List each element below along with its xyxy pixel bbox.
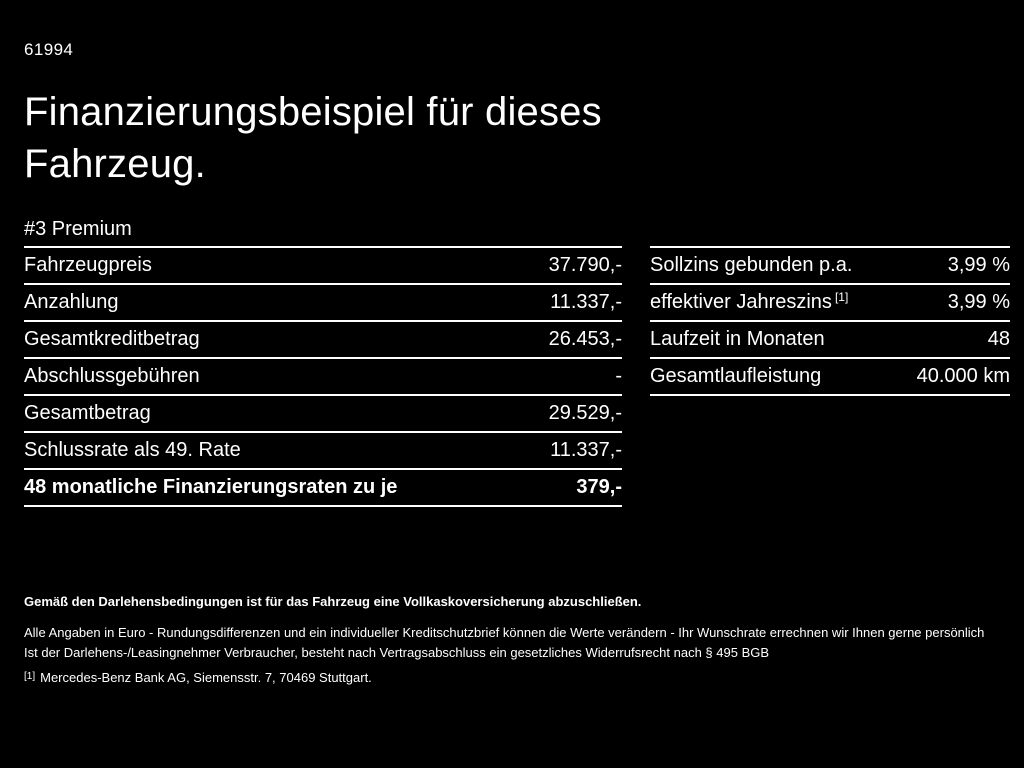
row-value: 3,99 % xyxy=(947,291,1010,313)
finance-table-right: Sollzins gebunden p.a. 3,99 % effektiver… xyxy=(650,246,1010,396)
row-value: 11.337,- xyxy=(550,291,622,313)
model-name: #3 Premium xyxy=(24,218,132,240)
table-row-sollzins: Sollzins gebunden p.a. 3,99 % xyxy=(650,248,1010,285)
finance-table-left: Fahrzeugpreis 37.790,- Anzahlung 11.337,… xyxy=(24,246,622,507)
page-title-line2: Fahrzeug. xyxy=(24,142,206,186)
row-label: Gesamtbetrag xyxy=(24,402,151,424)
withdrawal-right-note: Ist der Darlehens-/Leasingnehmer Verbrau… xyxy=(24,645,770,660)
table-row-gesamtbetrag: Gesamtbetrag 29.529,- xyxy=(24,396,622,433)
table-row-gesamtkreditbetrag: Gesamtkreditbetrag 26.453,- xyxy=(24,322,622,359)
row-value: 26.453,- xyxy=(548,328,622,350)
row-value: 48 xyxy=(987,328,1010,350)
table-row-effektiver-jahreszins: effektiver Jahreszins [1] 3,99 % xyxy=(650,285,1010,322)
table-row-monatsrate: 48 monatliche Finanzierungsraten zu je 3… xyxy=(24,470,622,507)
table-row-schlussrate: Schlussrate als 49. Rate 11.337,- xyxy=(24,433,622,470)
insurance-note: Gemäß den Darlehensbedingungen ist für d… xyxy=(24,594,642,609)
document-id: 61994 xyxy=(24,40,74,59)
footnote-marker: [1] xyxy=(24,671,36,682)
row-label: Fahrzeugpreis xyxy=(24,254,152,276)
euro-rounding-note: Alle Angaben in Euro - Rundungsdifferenz… xyxy=(24,625,985,640)
row-label: Abschlussgebühren xyxy=(24,365,200,387)
footnote-text: Mercedes-Benz Bank AG, Siemensstr. 7, 70… xyxy=(40,670,372,685)
table-row-anzahlung: Anzahlung 11.337,- xyxy=(24,285,622,322)
row-label: Laufzeit in Monaten xyxy=(650,328,825,350)
page-title: Finanzierungsbeispiel für dieses Fahrzeug… xyxy=(24,86,1010,190)
finance-tables: Fahrzeugpreis 37.790,- Anzahlung 11.337,… xyxy=(24,246,1010,507)
legal-footer: Gemäß den Darlehensbedingungen ist für d… xyxy=(24,592,1014,688)
table-row-laufzeit: Laufzeit in Monaten 48 xyxy=(650,322,1010,359)
row-label-text: effektiver Jahreszins xyxy=(650,291,832,313)
table-row-fahrzeugpreis: Fahrzeugpreis 37.790,- xyxy=(24,248,622,285)
row-label: Sollzins gebunden p.a. xyxy=(650,254,853,276)
row-label: effektiver Jahreszins [1] xyxy=(650,291,848,314)
row-label: Gesamtlaufleistung xyxy=(650,365,822,387)
row-label: 48 monatliche Finanzierungsraten zu je xyxy=(24,476,398,498)
row-value: 11.337,- xyxy=(550,439,622,461)
page-title-line1: Finanzierungsbeispiel für dieses xyxy=(24,90,602,134)
table-row-gesamtlaufleistung: Gesamtlaufleistung 40.000 km xyxy=(650,359,1010,396)
footnote-ref: [1] xyxy=(834,290,849,304)
row-label: Schlussrate als 49. Rate xyxy=(24,439,241,461)
row-label: Anzahlung xyxy=(24,291,119,313)
row-value: 3,99 % xyxy=(947,254,1010,276)
row-value: 379,- xyxy=(576,476,622,498)
bank-footnote: [1] Mercedes-Benz Bank AG, Siemensstr. 7,… xyxy=(24,667,1014,688)
row-value: - xyxy=(615,365,622,387)
row-value: 40.000 km xyxy=(916,365,1010,387)
row-label: Gesamtkreditbetrag xyxy=(24,328,200,350)
row-value: 37.790,- xyxy=(548,254,622,276)
row-value: 29.529,- xyxy=(548,402,622,424)
table-row-abschlussgebuehren: Abschlussgebühren - xyxy=(24,359,622,396)
